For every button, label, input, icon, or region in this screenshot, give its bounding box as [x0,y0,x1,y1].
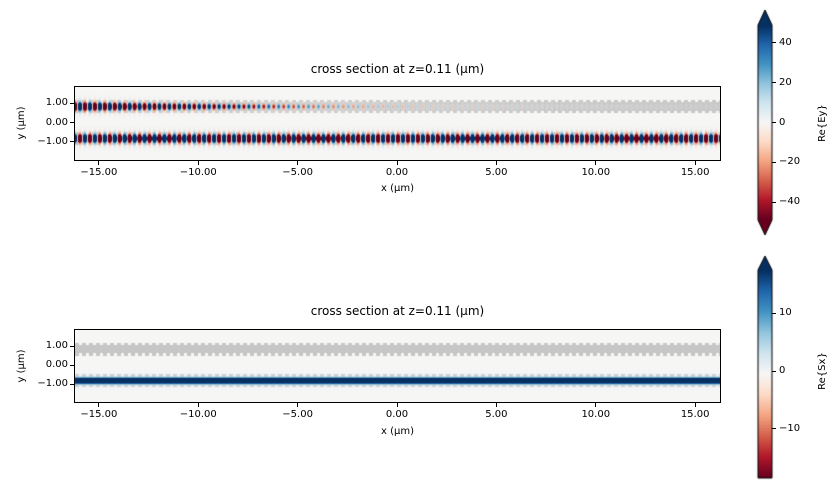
colorbar-sx-canvas [751,252,777,482]
colorbar-ey-canvas [751,8,777,240]
x-tick-mark [694,161,696,165]
heatmap-ey-canvas [75,87,720,160]
colorbar-tick-label: 20 [779,76,792,88]
x-tick-label: 0.00 [385,167,409,178]
x-tick-mark [595,161,597,165]
colorbar-tick-mark [772,82,776,84]
y-tick-label: −1.00 [37,135,68,147]
x-tick-mark [297,161,299,165]
x-tick-label: −5.00 [282,409,313,420]
colorbar-tick-label: 0 [779,116,786,128]
x-tick-label: 5.00 [485,409,508,420]
heatmap-sx-canvas [75,330,720,402]
colorbar-tick-mark [772,42,776,44]
y-tick-label: 1.00 [45,340,68,352]
x-tick-label: 10.00 [581,409,611,420]
x-tick-label: −5.00 [282,167,313,178]
colorbar-label-ey: Re{Ey} [817,104,828,142]
y-tick-mark [70,141,74,143]
x-tick-label: −15.00 [80,167,118,178]
colorbar-label-sx: Re{Sx} [817,352,828,390]
x-tick-mark [495,161,497,165]
x-tick-label: 5.00 [485,167,508,178]
y-tick-mark [70,364,74,366]
x-tick-mark [595,403,597,407]
colorbar-tick-mark [772,161,776,163]
x-tick-label: −10.00 [179,167,217,178]
x-tick-mark [694,403,696,407]
colorbar-tick-label: −20 [779,156,801,168]
colorbar-tick-label: 10 [779,307,792,319]
x-tick-label: 0.00 [385,409,409,420]
x-axis-label-ey: x (μm) [380,183,414,194]
colorbar-tick-mark [772,312,776,314]
y-tick-mark [70,122,74,124]
colorbar-tick-mark [772,370,776,372]
x-tick-mark [297,403,299,407]
y-tick-label: 1.00 [45,97,68,109]
x-tick-mark [495,403,497,407]
y-tick-label: 0.00 [45,116,68,128]
colorbar-tick-label: −40 [779,196,801,208]
x-tick-label: 15.00 [680,167,710,178]
y-tick-label: 0.00 [45,359,68,371]
y-tick-mark [70,345,74,347]
x-tick-label: −15.00 [80,409,118,420]
x-tick-label: −10.00 [179,409,217,420]
x-tick-mark [98,403,100,407]
colorbar-tick-label: 40 [779,36,792,48]
y-tick-mark [70,383,74,385]
axes-sx [74,329,721,403]
colorbar-tick-label: −10 [779,422,801,434]
colorbar-tick-label: 0 [779,365,786,377]
x-tick-label: 15.00 [680,409,710,420]
x-tick-mark [396,161,398,165]
x-tick-mark [197,403,199,407]
y-tick-mark [70,102,74,104]
plot-title-ey: cross section at z=0.11 (μm) [310,62,485,76]
x-tick-mark [197,161,199,165]
y-tick-label: −1.00 [37,378,68,389]
x-tick-mark [396,403,398,407]
x-tick-label: 10.00 [581,167,611,178]
colorbar-tick-mark [772,201,776,203]
x-tick-mark [98,161,100,165]
axes-ey [74,86,721,161]
colorbar-tick-mark [772,122,776,123]
colorbar-tick-mark [772,428,776,430]
plot-title-sx: cross section at z=0.11 (μm) [310,304,485,318]
x-axis-label-sx: x (μm) [380,426,414,437]
